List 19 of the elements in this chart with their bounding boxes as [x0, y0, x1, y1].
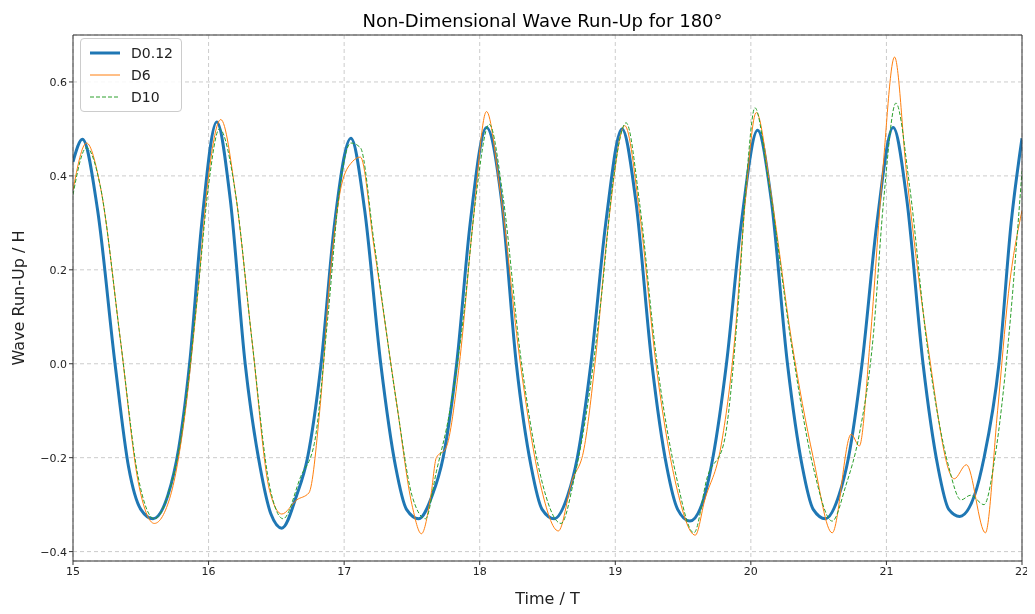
x-tick-label: 17	[337, 564, 352, 578]
y-tick-label: 0.0	[49, 357, 67, 371]
y-tick-label: 0.2	[49, 263, 67, 277]
x-tick-label: 20	[743, 564, 758, 578]
legend-label: D0.12	[131, 44, 173, 63]
x-tick-label: 19	[608, 564, 623, 578]
y-axis-title: Wave Run-Up / H	[8, 230, 28, 366]
legend-label: D6	[131, 66, 151, 85]
x-tick-label: 21	[879, 564, 894, 578]
y-tick-label: −0.4	[40, 545, 67, 559]
x-tick-label: 15	[66, 564, 80, 578]
x-tick-label: 16	[201, 564, 216, 578]
x-axis-title: Time / T	[514, 589, 580, 608]
y-tick-label: 0.4	[49, 169, 67, 183]
y-tick-label: 0.6	[49, 75, 67, 89]
chart-title: Non-Dimensional Wave Run-Up for 180°	[361, 9, 724, 33]
x-tick-label: 18	[472, 564, 487, 578]
legend-label: D10	[131, 88, 160, 107]
y-tick-label: −0.2	[40, 451, 67, 465]
